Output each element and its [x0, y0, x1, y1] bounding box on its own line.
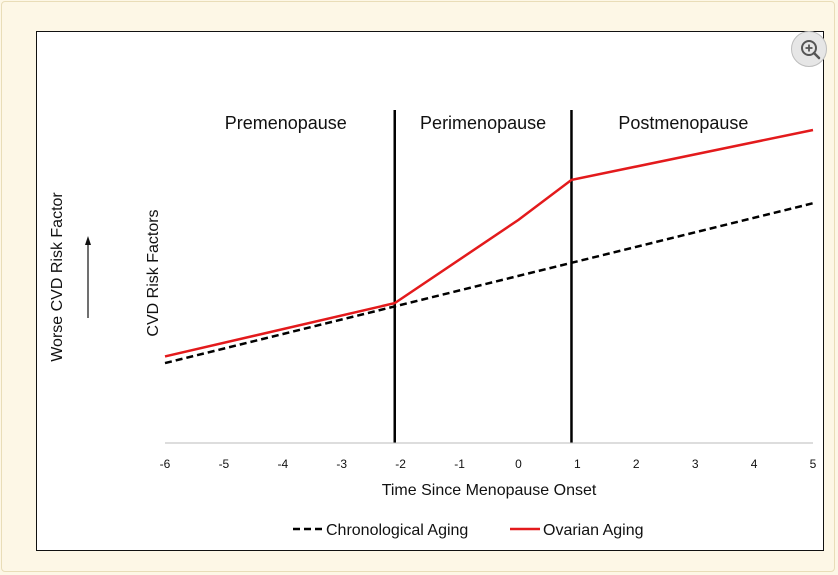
series-line: [164, 128, 814, 358]
stage-label: Perimenopause: [420, 113, 546, 133]
x-tick-label: -2: [395, 457, 406, 471]
legend: Chronological Aging Ovarian Aging: [293, 522, 644, 539]
x-tick-label: 2: [633, 457, 640, 471]
series-lines: [164, 128, 814, 365]
x-tick-label: 4: [751, 457, 758, 471]
legend-label: Chronological Aging: [326, 522, 468, 539]
stage-labels: Premenopause Perimenopause Postmenopause: [225, 113, 749, 133]
x-tick-label: -6: [160, 457, 171, 471]
x-tick-label: -3: [336, 457, 347, 471]
x-tick-label: 1: [574, 457, 581, 471]
y-axis-label: CVD Risk Factors: [145, 209, 162, 336]
worse-risk-label: Worse CVD Risk Factor: [49, 192, 66, 362]
stage-label: Premenopause: [225, 113, 347, 133]
x-tick-label: 0: [515, 457, 522, 471]
stage-label: Postmenopause: [618, 113, 748, 133]
x-tick-label: -1: [454, 457, 465, 471]
series-line: [164, 202, 814, 365]
up-arrow: [85, 236, 91, 318]
legend-label: Ovarian Aging: [543, 522, 644, 539]
x-tick-label: 3: [692, 457, 699, 471]
zoom-button[interactable]: [791, 31, 827, 67]
x-tick-label: -4: [277, 457, 288, 471]
x-tick-label: 5: [810, 457, 817, 471]
zoom-in-icon: [801, 40, 821, 60]
figure-panel: [36, 31, 824, 551]
x-tick-label: -5: [219, 457, 230, 471]
x-axis-label: Time Since Menopause Onset: [382, 482, 597, 499]
x-tick-labels: -6 -5 -4 -3 -2 -1 0 1 2 3 4 5: [160, 457, 817, 471]
stage-dividers: [393, 110, 573, 443]
